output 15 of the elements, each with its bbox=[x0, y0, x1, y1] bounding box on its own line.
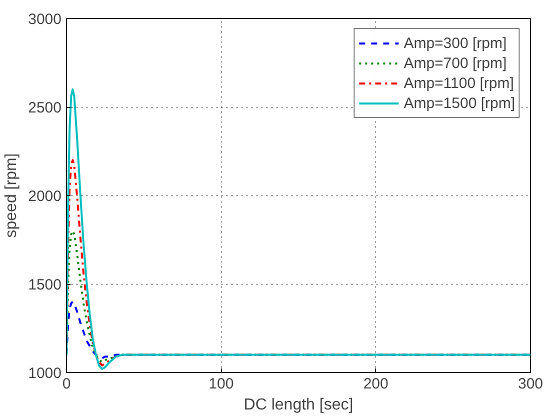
legend-label: Amp=1500 [rpm] bbox=[404, 94, 515, 112]
x-tick-label: 0 bbox=[62, 376, 71, 392]
y-tick-label: 1000 bbox=[28, 365, 62, 382]
legend-label: Amp=1100 [rpm] bbox=[404, 74, 514, 92]
legend-label: Amp=700 [rpm] bbox=[404, 54, 507, 72]
y-tick-label: 2500 bbox=[28, 100, 62, 116]
x-tick-label: 200 bbox=[363, 376, 388, 392]
x-tick-label: 100 bbox=[208, 376, 234, 392]
y-tick-label: 3000 bbox=[28, 11, 62, 28]
x-axis-title: DC length [sec] bbox=[244, 396, 354, 414]
y-tick-label: 2000 bbox=[28, 188, 62, 205]
legend-label: Amp=300 [rpm] bbox=[404, 34, 507, 52]
y-axis-title: speed [rpm] bbox=[3, 153, 20, 238]
x-tick-label: 300 bbox=[518, 376, 544, 392]
y-tick-label: 1500 bbox=[28, 276, 62, 294]
